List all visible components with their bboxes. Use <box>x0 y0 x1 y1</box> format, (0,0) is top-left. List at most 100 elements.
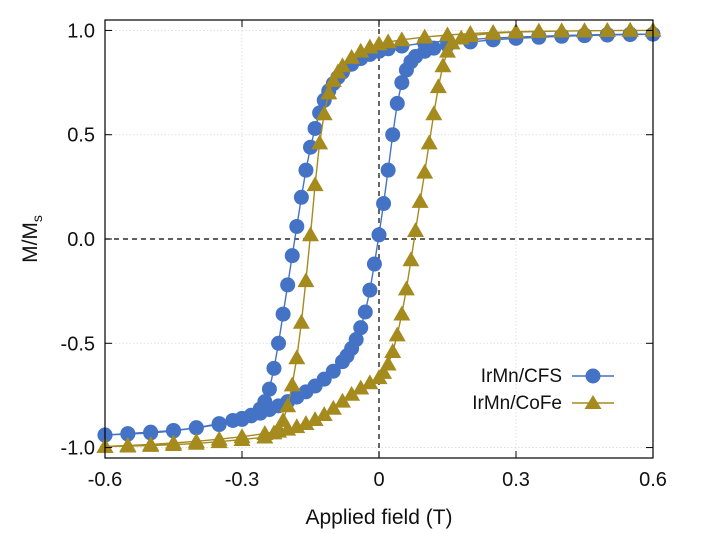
data-point <box>439 42 456 58</box>
x-tick-label: 0.3 <box>502 469 530 491</box>
data-point <box>484 24 502 39</box>
data-point <box>320 84 338 100</box>
data-point <box>388 326 406 342</box>
data-point <box>211 417 227 433</box>
data-point <box>461 25 479 40</box>
x-tick-label: 0 <box>373 469 384 491</box>
legend-marker-cfs <box>585 368 601 384</box>
data-point <box>576 22 593 38</box>
data-point <box>293 189 309 205</box>
data-point <box>385 127 401 143</box>
x-tick-label: -0.3 <box>225 469 259 491</box>
data-point <box>384 343 402 359</box>
data-point <box>420 134 438 150</box>
data-point <box>443 34 461 50</box>
y-tick-label: 1.0 <box>67 20 95 42</box>
data-point <box>553 22 571 38</box>
x-tick-label: -0.6 <box>88 469 122 491</box>
y-axis-title-main: M/M <box>19 222 42 263</box>
data-point <box>621 21 639 37</box>
data-point <box>271 335 287 351</box>
data-point <box>265 424 283 440</box>
data-point <box>507 23 525 39</box>
x-tick-label: 0.6 <box>639 469 667 491</box>
data-point <box>325 363 341 379</box>
data-point <box>142 436 160 452</box>
data-point <box>165 436 182 452</box>
legend-label-cfs: IrMn/CFS <box>481 366 562 387</box>
data-point <box>119 437 137 453</box>
legend-label-cofe: IrMn/CoFe <box>472 393 562 414</box>
data-point <box>397 280 415 296</box>
data-point <box>303 139 318 155</box>
data-point <box>315 105 333 121</box>
data-point <box>311 134 329 150</box>
series-2 <box>96 21 662 453</box>
x-axis-title: Applied field (T) <box>305 506 452 529</box>
data-point <box>352 42 370 58</box>
data-point <box>379 355 397 371</box>
data-point <box>324 399 342 415</box>
data-point <box>402 251 420 267</box>
data-point <box>315 406 333 421</box>
data-point <box>361 38 379 54</box>
y-tick-label: -0.5 <box>61 333 95 355</box>
data-point <box>407 222 425 238</box>
data-point <box>416 28 434 44</box>
legend-marker-cofe <box>584 395 602 409</box>
y-tick-label: -1.0 <box>61 438 95 460</box>
data-point <box>429 78 447 94</box>
data-point <box>370 35 388 51</box>
y-axis-title-subscript: s <box>29 215 45 222</box>
data-point <box>361 374 379 390</box>
data-point <box>297 272 315 288</box>
data-point <box>375 363 393 379</box>
y-tick-labels: -1.0 -0.5 0.0 0.5 1.0 <box>61 20 95 459</box>
y-tick-label: 0.5 <box>67 125 95 147</box>
data-point <box>256 428 274 444</box>
axis-ticks <box>104 20 654 458</box>
data-point <box>306 411 324 426</box>
data-point <box>353 320 369 336</box>
data-point <box>348 332 364 348</box>
data-point <box>366 256 382 272</box>
data-point <box>439 26 456 42</box>
data-point <box>362 282 378 298</box>
data-point <box>416 163 434 179</box>
data-point <box>425 105 443 121</box>
x-tick-labels: -0.6 -0.3 0 0.3 0.6 <box>88 469 667 491</box>
data-point <box>234 411 250 427</box>
data-point <box>333 392 351 408</box>
data-point <box>280 277 296 293</box>
data-point <box>380 162 396 178</box>
data-point <box>284 248 300 264</box>
data-point <box>371 227 387 243</box>
data-point <box>393 305 411 321</box>
data-point <box>143 424 159 440</box>
data-point <box>357 304 373 320</box>
data-point <box>289 218 305 234</box>
data-point <box>279 397 297 413</box>
data-point <box>261 381 277 397</box>
data-point <box>188 420 204 436</box>
data-point <box>210 433 228 449</box>
data-point <box>324 71 342 87</box>
series-layer <box>96 21 662 453</box>
data-point <box>302 226 319 242</box>
data-point <box>394 75 410 91</box>
data-point <box>298 162 314 178</box>
data-point <box>307 120 323 136</box>
data-point <box>376 196 392 212</box>
data-point <box>306 176 324 192</box>
data-point <box>233 431 251 447</box>
data-point <box>120 426 136 442</box>
data-point <box>288 349 306 365</box>
data-point <box>292 313 310 329</box>
data-point <box>275 306 291 322</box>
data-point <box>283 376 301 392</box>
data-point <box>343 49 361 64</box>
data-point <box>434 57 452 73</box>
data-point <box>393 31 411 47</box>
data-point <box>598 22 616 38</box>
